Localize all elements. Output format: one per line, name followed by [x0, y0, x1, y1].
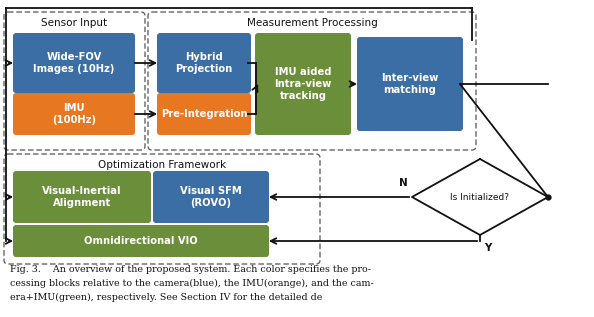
Text: N: N	[399, 178, 408, 188]
Text: Visual SFM
(ROVO): Visual SFM (ROVO)	[180, 186, 242, 208]
FancyBboxPatch shape	[357, 37, 463, 131]
FancyBboxPatch shape	[13, 93, 135, 135]
Text: Wide-FOV
Images (10Hz): Wide-FOV Images (10Hz)	[33, 52, 115, 74]
FancyBboxPatch shape	[153, 171, 269, 223]
Text: Y: Y	[484, 243, 492, 253]
Text: Visual-Inertial
Alignment: Visual-Inertial Alignment	[42, 186, 122, 208]
Text: Sensor Input: Sensor Input	[42, 18, 108, 28]
FancyBboxPatch shape	[13, 33, 135, 93]
Text: IMU
(100Hz): IMU (100Hz)	[52, 103, 96, 125]
Text: Measurement Processing: Measurement Processing	[247, 18, 377, 28]
Text: cessing blocks relative to the camera(blue), the IMU(orange), and the cam-: cessing blocks relative to the camera(bl…	[10, 279, 374, 288]
FancyBboxPatch shape	[13, 171, 151, 223]
Text: Is Initialized?: Is Initialized?	[450, 192, 510, 202]
Text: IMU aided
Intra-view
tracking: IMU aided Intra-view tracking	[274, 67, 331, 101]
FancyBboxPatch shape	[255, 33, 351, 135]
Text: Pre-Integration: Pre-Integration	[161, 109, 247, 119]
FancyBboxPatch shape	[13, 225, 269, 257]
Text: era+IMU(green), respectively. See Section IV for the detailed de: era+IMU(green), respectively. See Sectio…	[10, 293, 323, 302]
Text: Fig. 3.    An overview of the proposed system. Each color specifies the pro-: Fig. 3. An overview of the proposed syst…	[10, 265, 371, 274]
FancyBboxPatch shape	[157, 33, 251, 93]
Text: Inter-view
matching: Inter-view matching	[381, 73, 439, 95]
Polygon shape	[412, 159, 548, 235]
FancyBboxPatch shape	[157, 93, 251, 135]
Text: Optimization Framework: Optimization Framework	[98, 160, 226, 170]
Text: Omnidirectional VIO: Omnidirectional VIO	[84, 236, 198, 246]
Text: Hybrid
Projection: Hybrid Projection	[175, 52, 233, 74]
